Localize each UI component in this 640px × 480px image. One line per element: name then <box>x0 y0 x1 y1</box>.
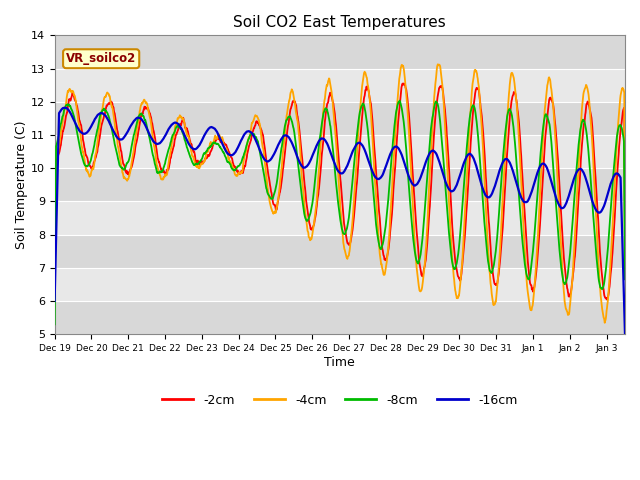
Bar <box>54 168 625 201</box>
Bar <box>54 102 625 135</box>
X-axis label: Time: Time <box>324 356 355 369</box>
Text: VR_soilco2: VR_soilco2 <box>66 52 136 65</box>
Bar <box>54 135 625 168</box>
Bar <box>54 36 625 69</box>
Legend: -2cm, -4cm, -8cm, -16cm: -2cm, -4cm, -8cm, -16cm <box>157 389 522 411</box>
Bar <box>54 201 625 235</box>
Bar <box>54 69 625 102</box>
Bar <box>54 268 625 301</box>
Bar <box>54 235 625 268</box>
Title: Soil CO2 East Temperatures: Soil CO2 East Temperatures <box>234 15 446 30</box>
Bar <box>54 301 625 334</box>
Y-axis label: Soil Temperature (C): Soil Temperature (C) <box>15 120 28 249</box>
